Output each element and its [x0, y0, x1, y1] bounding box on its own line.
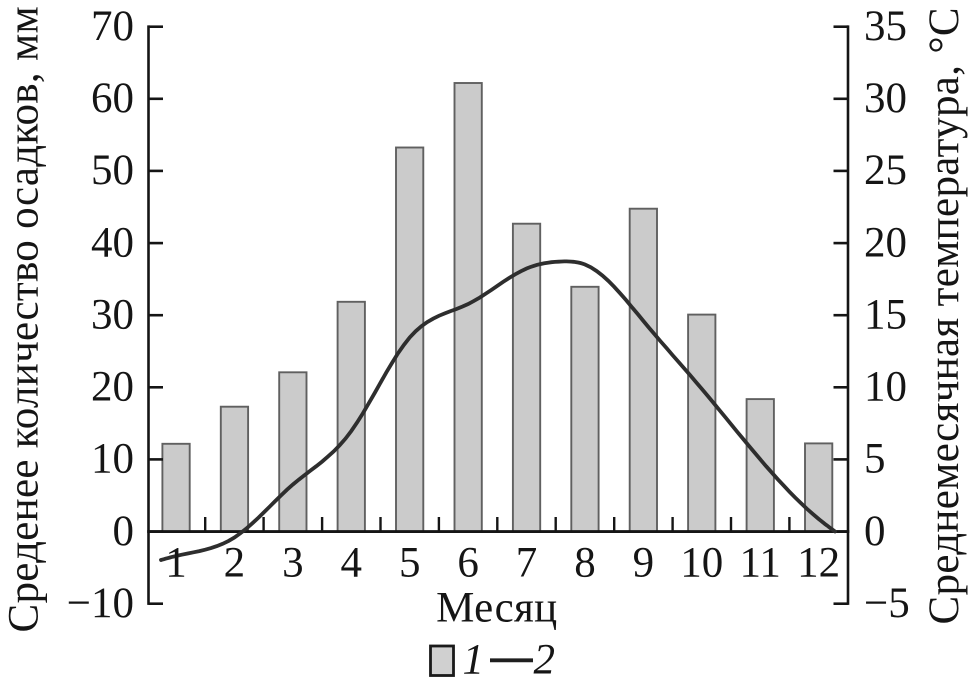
svg-text:70: 70 [91, 3, 134, 50]
svg-text:Среднемесячная температура, °C: Среднемесячная температура, °C [921, 7, 968, 624]
svg-text:Среденее количество осадков, м: Среденее количество осадков, мм [1, 6, 48, 633]
svg-text:1: 1 [165, 540, 187, 587]
svg-text:10: 10 [864, 364, 907, 411]
svg-text:−10: −10 [67, 580, 134, 627]
svg-text:0: 0 [113, 508, 135, 555]
svg-text:15: 15 [864, 291, 907, 338]
svg-text:50: 50 [91, 147, 134, 194]
svg-text:5: 5 [399, 540, 421, 587]
svg-text:5: 5 [864, 436, 886, 483]
svg-text:8: 8 [574, 540, 596, 587]
svg-text:12: 12 [797, 540, 840, 587]
svg-text:10: 10 [680, 540, 723, 587]
svg-text:7: 7 [516, 540, 538, 587]
svg-text:2: 2 [224, 540, 246, 587]
svg-text:60: 60 [91, 75, 134, 122]
svg-text:3: 3 [282, 540, 304, 587]
svg-text:2: 2 [534, 637, 556, 684]
svg-text:6: 6 [457, 540, 479, 587]
svg-text:4: 4 [341, 540, 363, 587]
svg-text:Месяц: Месяц [436, 584, 557, 631]
svg-text:1: 1 [463, 637, 485, 684]
svg-text:35: 35 [864, 3, 907, 50]
svg-text:30: 30 [864, 75, 907, 122]
svg-text:0: 0 [864, 508, 886, 555]
svg-text:20: 20 [864, 219, 907, 266]
svg-text:10: 10 [91, 436, 134, 483]
svg-text:25: 25 [864, 147, 907, 194]
svg-text:9: 9 [633, 540, 655, 587]
svg-text:30: 30 [91, 291, 134, 338]
svg-text:−5: −5 [864, 580, 910, 627]
svg-text:11: 11 [739, 540, 780, 587]
svg-text:40: 40 [91, 219, 134, 266]
svg-text:20: 20 [91, 364, 134, 411]
